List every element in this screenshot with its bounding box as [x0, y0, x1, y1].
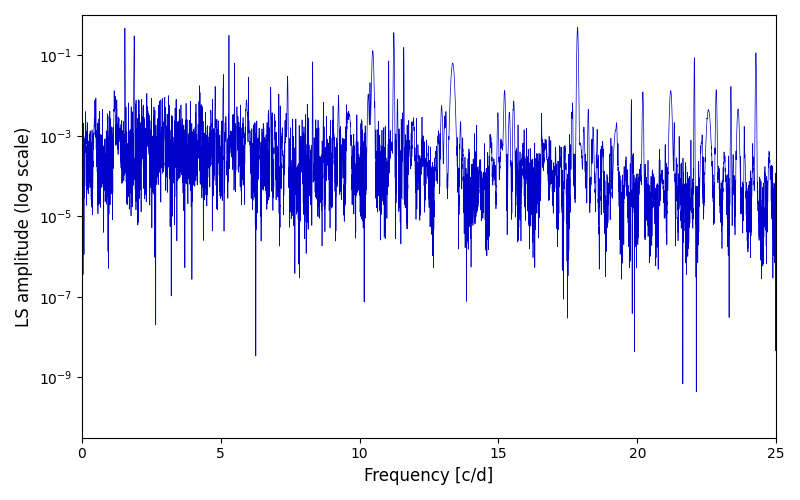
Y-axis label: LS amplitude (log scale): LS amplitude (log scale) — [15, 126, 33, 326]
X-axis label: Frequency [c/d]: Frequency [c/d] — [364, 467, 494, 485]
